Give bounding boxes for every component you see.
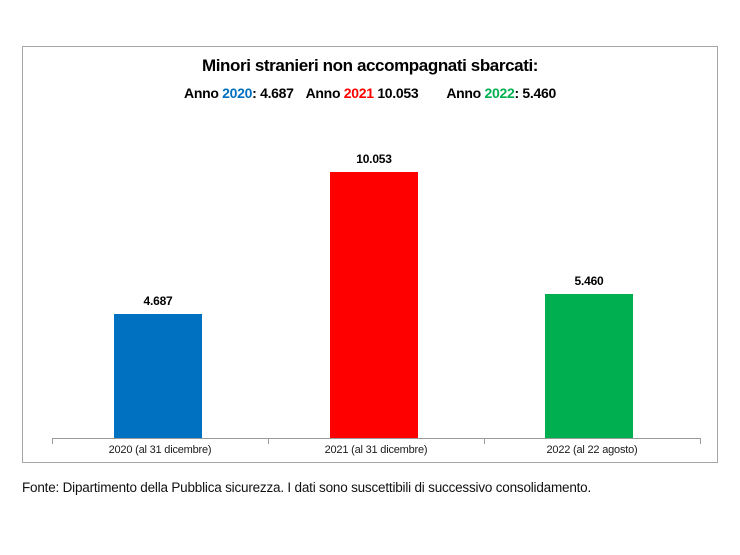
bar-2021 — [330, 172, 418, 438]
source-note: Fonte: Dipartimento della Pubblica sicur… — [22, 480, 592, 495]
bar-2022 — [545, 294, 633, 438]
subtitle-value: 10.053 — [373, 85, 419, 101]
category-label: 2022 (al 22 agosto) — [546, 444, 638, 456]
bar-value-label: 10.053 — [356, 152, 392, 166]
subtitle-year: 2021 — [343, 85, 374, 101]
subtitle-anno-label: Anno — [446, 85, 485, 101]
bar-value-label: 4.687 — [143, 294, 173, 308]
subtitle-year: 2022 — [484, 85, 515, 101]
axis-tick — [52, 438, 53, 444]
bar-value-label: 5.460 — [574, 274, 604, 288]
subtitle-group: Anno 2020: 4.687 — [184, 85, 294, 101]
category-label: 2020 (al 31 dicembre) — [108, 444, 212, 456]
axis-tick — [484, 438, 485, 444]
subtitle-anno-label: Anno — [305, 85, 344, 101]
axis-tick — [700, 438, 701, 444]
chart-subtitle: Anno 2020: 4.687 Anno 2021 10.053 Anno 202… — [23, 85, 717, 101]
chart-title: Minori stranieri non accompagnati sbarca… — [201, 56, 539, 75]
axis-tick — [268, 438, 269, 444]
subtitle-value: : 5.460 — [514, 85, 556, 101]
x-axis-line — [52, 438, 701, 439]
subtitle-value: : 4.687 — [252, 85, 294, 101]
subtitle-group: Anno 2021 10.053 — [306, 85, 419, 101]
category-label: 2021 (al 31 dicembre) — [324, 444, 428, 456]
subtitle-anno-label: Anno — [184, 85, 223, 101]
subtitle-year: 2020 — [222, 85, 253, 101]
subtitle-group: Anno 2022: 5.460 — [446, 85, 556, 101]
bar-2020 — [114, 314, 202, 438]
